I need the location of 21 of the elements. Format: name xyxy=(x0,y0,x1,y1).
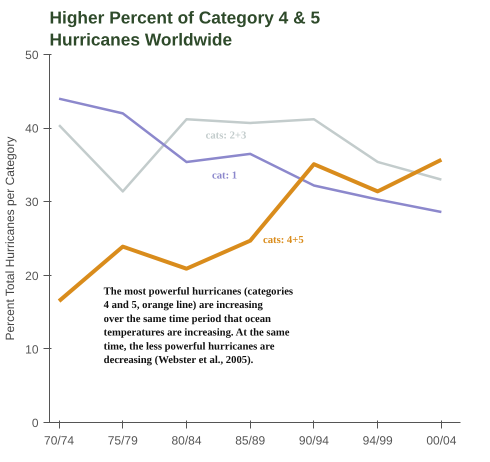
x-tick-label: 90/94 xyxy=(298,434,330,448)
x-tick-label: 94/99 xyxy=(362,434,394,448)
y-axis-title: Percent Total Hurricanes per Category xyxy=(3,136,18,341)
x-tick-label: 75/79 xyxy=(108,434,138,448)
line-series xyxy=(58,118,443,193)
y-tick-label: 30 xyxy=(25,195,39,210)
y-tick-label: 50 xyxy=(25,48,39,62)
series-label: cats: 2+3 xyxy=(206,130,246,142)
x-tick-label: 85/89 xyxy=(235,434,266,448)
x-tick-label: 80/84 xyxy=(171,434,202,448)
x-tick-label: 70/74 xyxy=(44,434,74,448)
x-tick-label: 00/04 xyxy=(426,434,457,448)
series-label: cat: 1 xyxy=(212,170,238,182)
y-tick-label: 0 xyxy=(32,416,39,430)
line-series xyxy=(58,97,443,214)
annotation: The most powerful hurricanes (categories 4 and 5, orange line) are increasing over the same time period that ocean temperatures are increasing. At the same time, the less powerful hurricanes are decreasing (Webster et al., 2005). xyxy=(104,286,294,366)
series-label: cats: 4+5 xyxy=(262,235,304,246)
y-tick-label: 20 xyxy=(25,268,39,283)
y-tick-label: 10 xyxy=(25,342,39,356)
chart-title: Higher Percent of Category 4 & 5 Hurricanes Worldwide xyxy=(50,8,320,50)
y-tick-label: 40 xyxy=(25,122,39,136)
